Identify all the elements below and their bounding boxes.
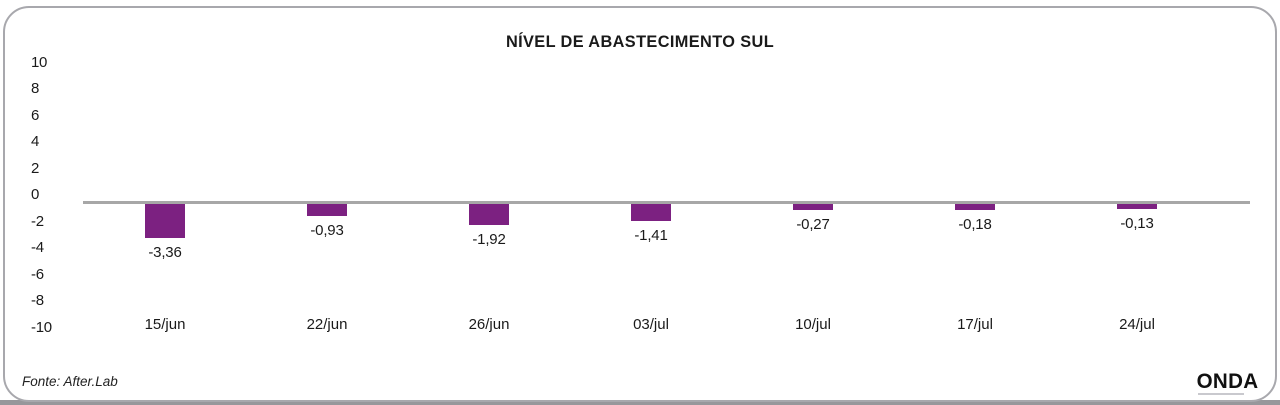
x-axis-tick-label: 15/jun [144,316,186,333]
bar-value-label: -0,18 [958,216,992,233]
bar-17/jul [955,204,995,210]
x-axis-tick-label: 10/jul [795,316,831,333]
x-axis-tick-label: 22/jun [306,316,348,333]
chart-title: NÍVEL DE ABASTECIMENTO SUL [505,32,775,51]
y-axis-tick-label: -2 [31,212,44,230]
bar-value-label: -0,13 [1120,215,1154,232]
zero-baseline [83,201,1250,204]
bottom-accent-strip [0,400,1280,405]
y-axis-tick-label: 10 [31,53,48,71]
bar-value-label: -0,93 [310,222,344,239]
y-axis-tick-label: 8 [31,80,40,97]
bar-26/jun [469,204,509,225]
y-axis-tick-label: 2 [31,159,40,177]
y-axis-tick-label: -10 [31,318,52,336]
y-axis-tick-label: 4 [31,133,40,150]
bar-value-label: -1,92 [472,231,506,248]
y-axis-tick-label: -8 [31,292,44,309]
x-axis-tick-label: 17/jul [957,316,993,333]
x-axis-tick-label: 24/jul [1119,316,1155,333]
y-axis-tick-label: 0 [31,186,40,203]
bar-22/jun [307,204,347,216]
brand-tagline [1198,393,1244,395]
brand-logo: ONDA [1196,370,1259,393]
bar-10/jul [793,204,833,210]
source-note: Fonte: After.Lab [22,374,118,389]
x-axis-tick-label: 26/jun [468,316,510,333]
bar-03/jul [631,204,671,221]
x-axis-tick-label: 03/jul [633,316,669,333]
bar-24/jul [1117,204,1157,209]
bar-value-label: -0,27 [796,216,830,233]
y-axis-tick-label: -6 [31,265,44,283]
bar-value-label: -1,41 [634,227,668,244]
bar-15/jun [145,204,185,238]
bar-value-label: -3,36 [148,244,182,261]
y-axis-tick-label: -4 [31,239,44,256]
y-axis-tick-label: 6 [31,106,40,124]
